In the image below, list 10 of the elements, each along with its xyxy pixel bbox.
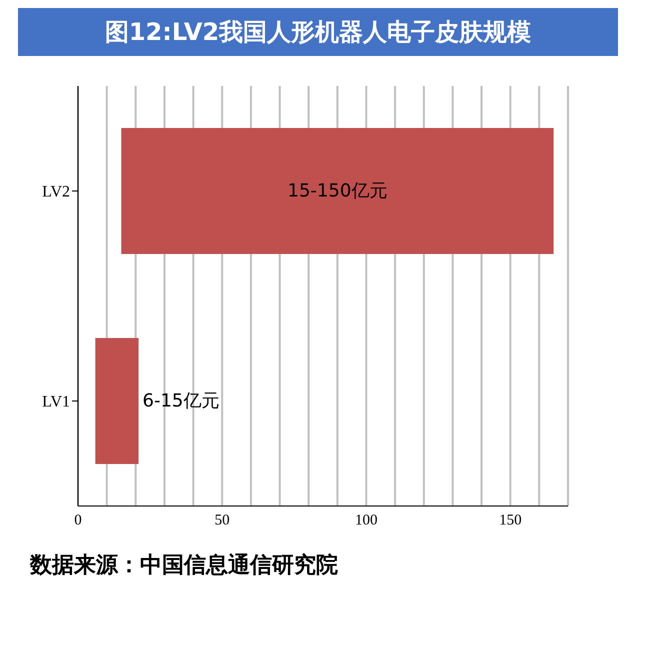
- x-tick-label: 100: [354, 512, 378, 529]
- x-tick-label: 0: [74, 512, 82, 529]
- x-tick-label: 150: [499, 512, 522, 529]
- source-note: 数据来源：中国信息通信研究院: [30, 552, 339, 580]
- data-label: 6-15亿元: [142, 390, 220, 412]
- data-label: 15-150亿元: [288, 180, 388, 202]
- chart-title: 图12:LV2我国人形机器人电子皮肤规模: [18, 8, 618, 56]
- y-tick-label: LV2: [42, 184, 70, 201]
- x-tick-label: 50: [214, 512, 230, 529]
- y-tick-label: LV1: [42, 394, 70, 411]
